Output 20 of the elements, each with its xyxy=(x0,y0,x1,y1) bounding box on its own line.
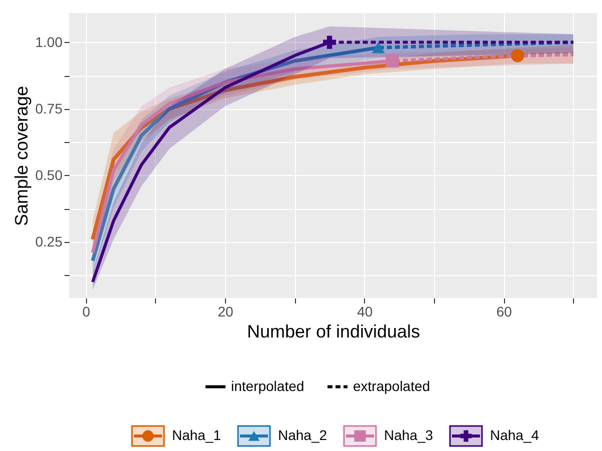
y-tick-label: 0.50 xyxy=(35,166,63,183)
x-tick-label: 60 xyxy=(496,304,512,320)
x-tick-label: 20 xyxy=(218,304,234,320)
point xyxy=(372,42,385,54)
x-tick-label: 40 xyxy=(357,304,373,320)
point xyxy=(323,36,336,49)
y-tick-label: 0.25 xyxy=(35,234,63,250)
y-axis-title: Sample coverage xyxy=(11,86,32,226)
y-tick-label: 0.75 xyxy=(35,100,63,116)
text: extrapolated xyxy=(353,378,430,394)
y-tick-label: 1.00 xyxy=(35,34,63,50)
point xyxy=(511,49,524,62)
x-tick-label: 0 xyxy=(82,304,90,320)
point xyxy=(386,54,399,68)
x-axis-title: Number of individuals xyxy=(246,322,420,342)
legend-label: Naha_4 xyxy=(490,427,540,443)
legend-label: Naha_1 xyxy=(172,427,222,443)
legend-label: Naha_2 xyxy=(278,427,328,443)
text: interpolated xyxy=(231,378,304,394)
legend-label: Naha_3 xyxy=(384,427,434,443)
